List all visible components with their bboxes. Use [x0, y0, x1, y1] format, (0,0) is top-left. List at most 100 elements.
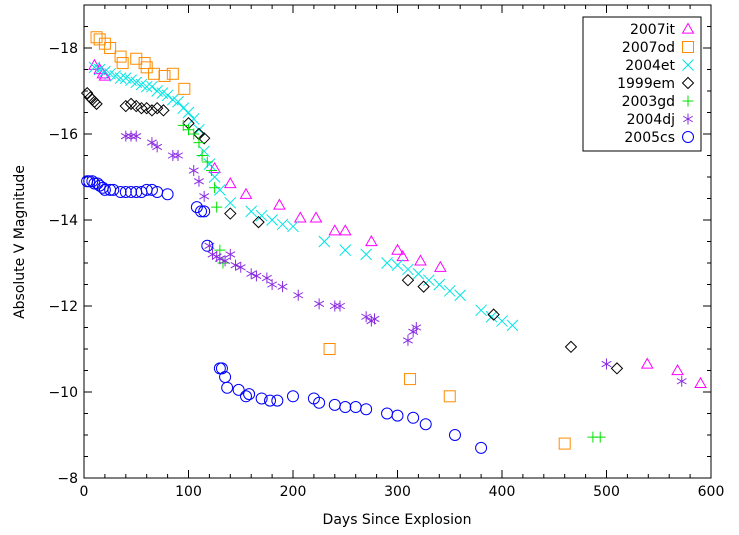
- data-point-2004et: [245, 205, 258, 218]
- data-point-2004dj: [246, 268, 257, 280]
- data-point-2004et: [443, 285, 456, 297]
- data-point-2005cs: [221, 381, 234, 394]
- legend-marker-2003gd: [682, 95, 694, 107]
- data-point-2007it: [396, 250, 410, 262]
- data-point-2004dj: [230, 259, 241, 271]
- series-2003gd: [177, 119, 606, 443]
- data-point-2004dj: [193, 175, 204, 187]
- data-point-2004et: [140, 80, 153, 93]
- data-point-2007it: [391, 243, 404, 255]
- series-2005cs: [81, 175, 488, 454]
- data-point-2005cs: [287, 390, 299, 403]
- data-point-2007od: [130, 52, 143, 65]
- data-point-2004et: [208, 171, 221, 183]
- legend-marker-2005cs: [682, 131, 694, 143]
- legend-marker-2004dj: [682, 113, 694, 125]
- data-point-1999em: [197, 132, 211, 145]
- data-point-2005cs: [114, 186, 127, 199]
- data-point-2004dj: [188, 165, 199, 177]
- data-point-2004dj: [277, 281, 288, 293]
- data-point-2004dj: [329, 300, 340, 312]
- data-point-2007it: [640, 357, 654, 369]
- data-point-2005cs: [232, 383, 245, 396]
- data-point-2004et: [255, 209, 268, 222]
- y-tick-label: −18: [48, 41, 78, 57]
- data-point-2004et: [203, 158, 216, 170]
- data-point-2004et: [496, 315, 508, 327]
- data-point-2004et: [360, 248, 373, 261]
- data-point-2004dj: [335, 300, 346, 312]
- x-tick-label: 500: [593, 484, 620, 500]
- data-point-2007od: [558, 437, 571, 450]
- data-point-2007it: [239, 187, 253, 199]
- data-point-1999em: [88, 95, 101, 108]
- data-point-2004dj: [220, 255, 231, 267]
- data-point-2007it: [208, 161, 221, 174]
- data-point-2004et: [412, 267, 425, 280]
- data-point-2005cs: [391, 409, 404, 422]
- data-point-2005cs: [475, 441, 488, 454]
- data-point-2007od: [104, 42, 117, 54]
- data-point-2004dj: [361, 311, 372, 323]
- data-point-2007it: [273, 198, 286, 210]
- data-point-2004et: [198, 145, 211, 158]
- data-point-2007it: [671, 363, 684, 376]
- data-point-2005cs: [328, 398, 341, 411]
- data-point-2005cs: [201, 239, 214, 252]
- legend-marker-2004et: [682, 59, 694, 71]
- data-point-2007od: [166, 67, 179, 80]
- x-axis-label: Days Since Explosion: [323, 512, 472, 528]
- data-point-1999em: [252, 215, 265, 229]
- data-point-2005cs: [190, 201, 203, 214]
- series-2004dj: [120, 130, 687, 387]
- data-point-2004et: [213, 184, 226, 196]
- data-point-1999em: [564, 340, 578, 354]
- legend-marker-2007it: [681, 22, 695, 34]
- series-2007it: [88, 58, 707, 389]
- data-point-2005cs: [239, 390, 252, 403]
- data-point-2003gd: [177, 119, 189, 131]
- data-point-2007od: [178, 82, 191, 95]
- data-point-2007it: [338, 224, 352, 236]
- data-point-2004et: [161, 89, 174, 102]
- data-point-2005cs: [125, 186, 138, 199]
- data-point-2005cs: [98, 183, 111, 196]
- data-point-2004dj: [676, 375, 687, 387]
- data-point-2004dj: [411, 322, 422, 333]
- data-point-2004dj: [267, 279, 278, 290]
- legend-entry-label: 2007it: [630, 22, 676, 38]
- data-point-2007od: [114, 50, 127, 63]
- x-tick-label: 600: [698, 484, 725, 500]
- data-point-2007od: [158, 69, 171, 82]
- data-point-1999em: [157, 104, 170, 117]
- data-point-2007od: [90, 31, 103, 44]
- data-point-2003gd: [209, 182, 221, 194]
- data-point-2004et: [454, 289, 467, 302]
- data-point-2005cs: [313, 396, 326, 409]
- data-point-2003gd: [183, 124, 194, 136]
- data-point-2004et: [276, 218, 289, 231]
- legend: 2007it 2007od 2004et 1999em 2003gd 2004dj 2005…: [582, 16, 702, 152]
- legend-entry-label: 2004et: [625, 58, 675, 74]
- data-point-1999em: [124, 97, 138, 111]
- series-1999em: [80, 86, 624, 375]
- data-point-2004dj: [261, 272, 272, 284]
- data-point-2004dj: [152, 141, 163, 153]
- data-point-2005cs: [145, 183, 158, 196]
- data-point-2004dj: [131, 130, 142, 142]
- y-axis-label: Absolute V Magnitude: [12, 165, 28, 319]
- data-point-2005cs: [349, 401, 362, 414]
- data-point-2004et: [485, 310, 498, 323]
- data-point-1999em: [487, 308, 500, 321]
- data-point-2004et: [172, 95, 184, 108]
- y-tick-label: −8: [57, 471, 78, 487]
- data-point-1999em: [224, 207, 237, 220]
- x-tick-label: 0: [80, 484, 89, 500]
- data-point-2004et: [187, 113, 200, 125]
- data-point-2004et: [433, 278, 446, 291]
- data-point-2005cs: [381, 407, 394, 420]
- data-point-2004dj: [314, 298, 325, 310]
- data-point-2005cs: [407, 411, 420, 424]
- data-point-2007it: [694, 376, 707, 389]
